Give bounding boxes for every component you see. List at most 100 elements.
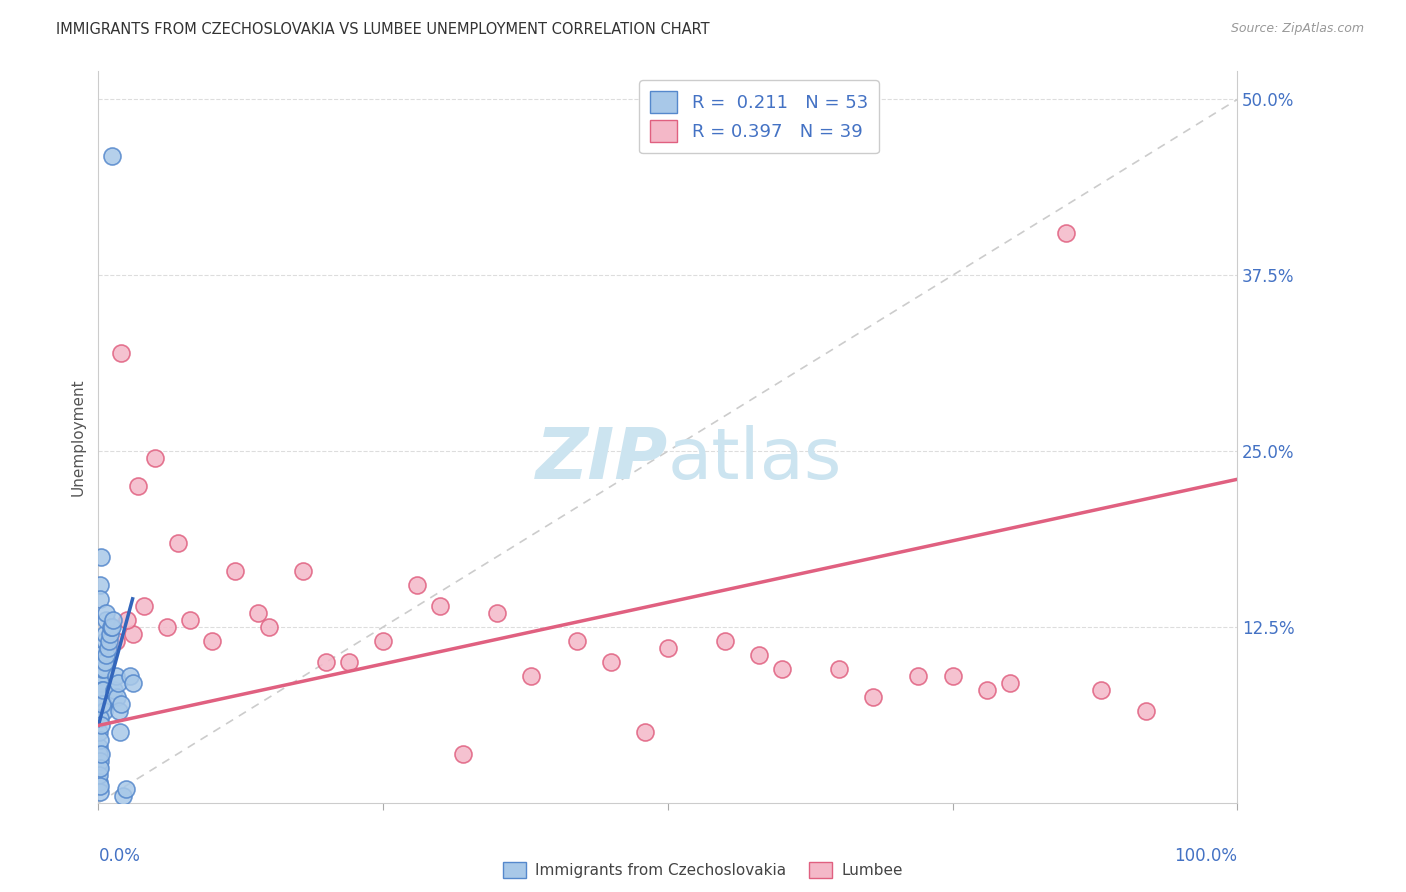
Point xyxy=(90,698,112,712)
Point xyxy=(907,669,929,683)
Point xyxy=(486,606,509,620)
Point xyxy=(114,781,136,796)
Point xyxy=(90,683,112,698)
Point xyxy=(201,634,224,648)
Point xyxy=(98,627,121,641)
Point xyxy=(91,683,114,698)
Text: IMMIGRANTS FROM CZECHOSLOVAKIA VS LUMBEE UNEMPLOYMENT CORRELATION CHART: IMMIGRANTS FROM CZECHOSLOVAKIA VS LUMBEE… xyxy=(56,22,710,37)
Point xyxy=(89,767,111,781)
Text: atlas: atlas xyxy=(668,425,842,493)
Point xyxy=(89,591,111,606)
Text: 100.0%: 100.0% xyxy=(1174,847,1237,864)
Point xyxy=(100,620,122,634)
Y-axis label: Unemployment: Unemployment xyxy=(70,378,86,496)
Point xyxy=(167,535,190,549)
Point xyxy=(1056,226,1078,240)
Point xyxy=(748,648,770,662)
Point xyxy=(520,669,543,683)
Point xyxy=(87,774,110,789)
Point xyxy=(96,648,118,662)
Point xyxy=(89,784,111,798)
Point xyxy=(406,578,429,592)
Point xyxy=(1090,683,1112,698)
Point xyxy=(89,754,111,768)
Point xyxy=(97,634,120,648)
Point xyxy=(93,705,115,719)
Point xyxy=(429,599,451,613)
Point xyxy=(292,564,315,578)
Point xyxy=(101,149,124,163)
Point xyxy=(103,613,125,627)
Point xyxy=(828,662,851,676)
Point xyxy=(101,620,124,634)
Point xyxy=(1135,705,1157,719)
Point xyxy=(451,747,474,761)
Point xyxy=(371,634,394,648)
Point xyxy=(104,634,127,648)
Point xyxy=(110,698,132,712)
Point xyxy=(94,613,117,627)
Legend: Immigrants from Czechoslovakia, Lumbee: Immigrants from Czechoslovakia, Lumbee xyxy=(498,856,908,884)
Point xyxy=(600,655,623,669)
Point xyxy=(115,613,138,627)
Point xyxy=(89,779,111,793)
Point xyxy=(224,564,246,578)
Point xyxy=(94,655,117,669)
Point xyxy=(89,761,111,775)
Point xyxy=(94,627,117,641)
Point xyxy=(103,683,125,698)
Point xyxy=(132,599,155,613)
Point xyxy=(90,676,112,690)
Legend: R =  0.211   N = 53, R = 0.397   N = 39: R = 0.211 N = 53, R = 0.397 N = 39 xyxy=(640,80,879,153)
Point xyxy=(246,606,269,620)
Point xyxy=(998,676,1021,690)
Point xyxy=(93,662,115,676)
Point xyxy=(90,549,112,564)
Point xyxy=(107,676,129,690)
Point xyxy=(976,683,998,698)
Point xyxy=(634,725,657,739)
Point xyxy=(87,739,110,754)
Point xyxy=(89,669,111,683)
Point xyxy=(104,669,127,683)
Point xyxy=(93,634,115,648)
Point xyxy=(121,676,143,690)
Point xyxy=(565,634,588,648)
Point xyxy=(91,662,114,676)
Text: 0.0%: 0.0% xyxy=(98,847,141,864)
Point xyxy=(89,732,111,747)
Point xyxy=(87,747,110,761)
Point xyxy=(93,655,115,669)
Point xyxy=(120,669,142,683)
Point xyxy=(337,655,360,669)
Point xyxy=(112,789,135,803)
Point xyxy=(90,747,112,761)
Point xyxy=(108,725,131,739)
Point xyxy=(714,634,737,648)
Point xyxy=(108,705,131,719)
Point xyxy=(89,711,111,725)
Point xyxy=(89,725,111,739)
Point xyxy=(96,641,118,656)
Point xyxy=(862,690,884,705)
Point xyxy=(105,690,128,705)
Point xyxy=(127,479,149,493)
Point xyxy=(156,620,179,634)
Point xyxy=(770,662,793,676)
Point xyxy=(657,641,679,656)
Point xyxy=(89,761,111,775)
Point xyxy=(96,606,118,620)
Point xyxy=(89,648,111,662)
Point xyxy=(942,669,965,683)
Point xyxy=(121,627,143,641)
Point xyxy=(90,718,112,732)
Text: ZIP: ZIP xyxy=(536,425,668,493)
Text: Source: ZipAtlas.com: Source: ZipAtlas.com xyxy=(1230,22,1364,36)
Point xyxy=(89,690,111,705)
Point xyxy=(110,345,132,359)
Point xyxy=(89,578,111,592)
Point xyxy=(91,698,114,712)
Point xyxy=(259,620,281,634)
Point xyxy=(315,655,337,669)
Point xyxy=(179,613,201,627)
